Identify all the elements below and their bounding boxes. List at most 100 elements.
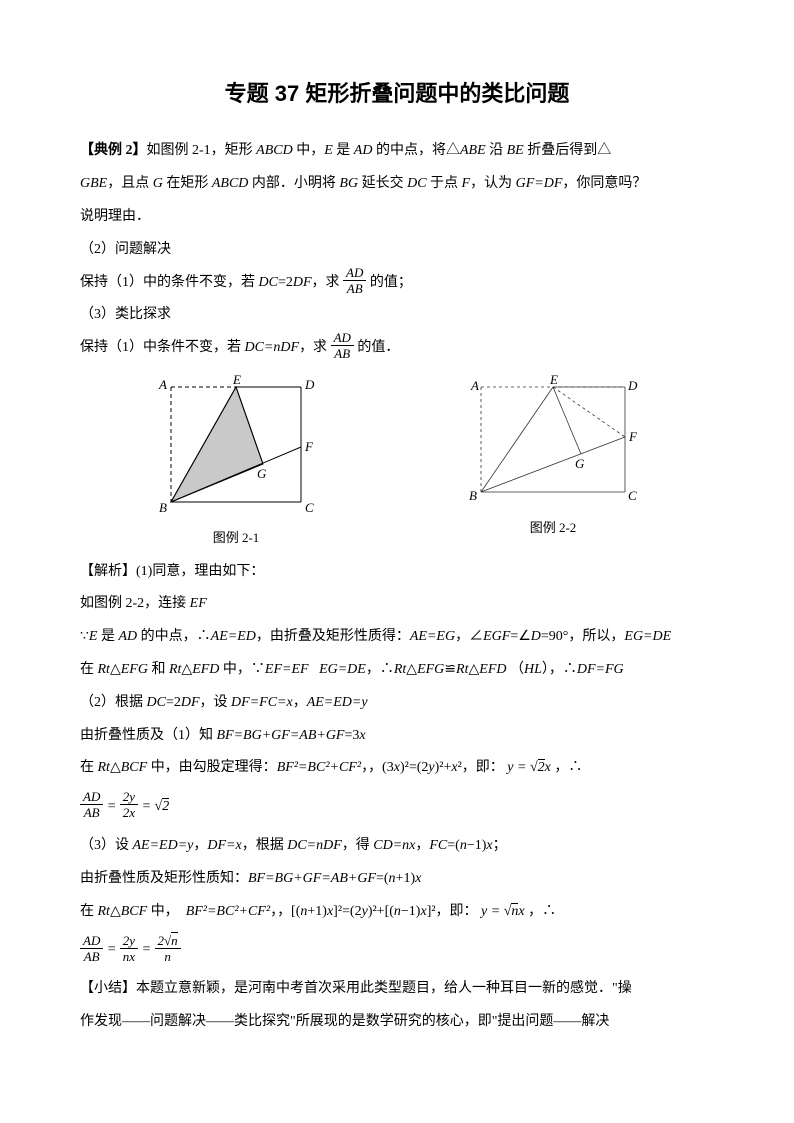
t: ，得 — [342, 838, 374, 853]
aeedy: AE=ED=y — [307, 695, 368, 710]
gbe: GBE — [80, 176, 107, 191]
x: x — [359, 728, 365, 743]
eq-y-sqrt2x: y = √2x — [507, 759, 554, 775]
abcd: ABCD — [256, 143, 293, 158]
egde: EG=DE — [319, 662, 366, 677]
t: ，根据 — [242, 838, 288, 853]
t: ； — [493, 838, 507, 853]
t: ，求 — [299, 340, 327, 355]
t: +1) — [307, 904, 327, 919]
svg-text:B: B — [159, 500, 167, 515]
t: )²=(2 — [400, 760, 428, 775]
abcd: ABCD — [212, 176, 249, 191]
ef: EF — [190, 596, 207, 611]
ad: AD — [118, 629, 137, 644]
efd: EFD — [192, 662, 219, 677]
t: △ — [181, 662, 192, 677]
aeedy: AE=ED=y — [133, 838, 194, 853]
figure-1-caption: 图例 2-1 — [141, 524, 331, 553]
den: AB — [343, 281, 366, 295]
t: 在 — [80, 662, 98, 677]
t: ，∠ — [455, 629, 483, 644]
paragraph-11: 在 Rt△EFG 和 Rt△EFD 中，∵EF=EF EG=DE，∴Rt△EFG… — [80, 655, 714, 686]
t: ），∴ — [542, 662, 577, 677]
paragraph-12: （2）根据 DC=2DF，设 DF=FC=x，AE=ED=y — [80, 688, 714, 719]
efef: EF=EF — [265, 662, 309, 677]
num: AD — [343, 266, 366, 281]
t: 如图例 2-1，矩形 — [147, 143, 257, 158]
figure-2-svg: AEDBCFG — [453, 372, 653, 512]
efg: EFG — [121, 662, 148, 677]
den: AB — [331, 346, 354, 360]
eq: = √2 — [142, 798, 170, 814]
svg-text:G: G — [257, 466, 267, 481]
t: +1) — [396, 871, 416, 886]
dcndf: DC=nDF — [245, 340, 300, 355]
n: n — [460, 838, 467, 853]
hl: HL — [524, 662, 542, 677]
paragraph-2: GBE，且点 G 在矩形 ABCD 内部．小明将 BG 延长交 DC 于点 F，… — [80, 169, 714, 200]
figure-1: AEDBCFG 图例 2-1 — [141, 372, 331, 553]
num: 2y — [120, 790, 138, 805]
aeed: AE=ED — [211, 629, 256, 644]
t: 的中点，将△ — [372, 143, 460, 158]
efd: EFD — [479, 662, 506, 677]
fraction-ad-ab: ADAB — [80, 934, 103, 963]
paragraph-18a: 【小结】本题立意新颖，是河南中考首次采用此类型题目，给人一种耳目一新的感觉．"操 — [80, 974, 714, 1005]
t: −1) — [467, 838, 487, 853]
figure-1-svg: AEDBCFG — [141, 372, 331, 522]
aeeg: AE=EG — [410, 629, 455, 644]
eq: = — [142, 942, 155, 957]
t: △ — [110, 662, 121, 677]
bf2: BF²=BC²+CF² — [277, 760, 361, 775]
num: 2√n — [155, 934, 181, 949]
paragraph-3: 说明理由． — [80, 202, 714, 233]
d: D — [531, 629, 541, 644]
x: x — [415, 871, 421, 886]
svg-text:E: E — [232, 372, 241, 387]
t: ，∴ — [366, 662, 394, 677]
t: △ — [406, 662, 417, 677]
svg-text:G: G — [575, 456, 585, 471]
bfchain: BF=BG+GF=AB+GF — [248, 871, 376, 886]
t: =2 — [166, 695, 181, 710]
t: 折叠后得到△ — [524, 143, 612, 158]
svg-text:D: D — [627, 378, 638, 393]
t: =∠ — [510, 629, 530, 644]
paragraph-4: （2）问题解决 — [80, 235, 714, 266]
paragraph-15: （3）设 AE=ED=y，DF=x，根据 DC=nDF，得 CD=nx，FC=(… — [80, 831, 714, 862]
eq-y-sqrtn-x: y = √nx — [481, 903, 528, 919]
t: =90°，所以， — [541, 629, 625, 644]
t: ]²=(2 — [333, 904, 361, 919]
t: 中， — [147, 904, 179, 919]
t: ，设 — [200, 695, 232, 710]
t: 于点 — [427, 176, 462, 191]
t: 在 — [80, 760, 98, 775]
eq: = — [107, 942, 120, 957]
svg-text:C: C — [628, 488, 637, 503]
t: 在 — [80, 904, 98, 919]
t: 中， — [293, 143, 325, 158]
t: ∵ — [80, 629, 89, 644]
dc: DC — [407, 176, 426, 191]
t: 保持（1）中条件不变，若 — [80, 340, 245, 355]
rt: Rt — [394, 662, 406, 677]
svg-text:E: E — [549, 372, 558, 387]
t: 由折叠性质及（1）知 — [80, 728, 217, 743]
equation-result-1: ADAB = 2y2x = √2 — [80, 792, 714, 823]
ad: AD — [354, 143, 373, 158]
bg: BG — [339, 176, 358, 191]
t: （2）根据 — [80, 695, 147, 710]
t: ，你同意吗？ — [562, 176, 646, 191]
t: ， — [193, 838, 207, 853]
t: （3）设 — [80, 838, 133, 853]
abe: ABE — [460, 143, 486, 158]
equation-result-2: ADAB = 2ynx = 2√nn — [80, 935, 714, 966]
g: G — [153, 176, 163, 191]
df: DF — [293, 275, 312, 290]
rt: Rt — [98, 760, 110, 775]
fraction-ad-ab: ADAB — [80, 790, 103, 819]
rt: Rt — [98, 662, 110, 677]
t: =2 — [278, 275, 293, 290]
figure-row: AEDBCFG 图例 2-1 AEDBCFG 图例 2-2 — [80, 372, 714, 553]
